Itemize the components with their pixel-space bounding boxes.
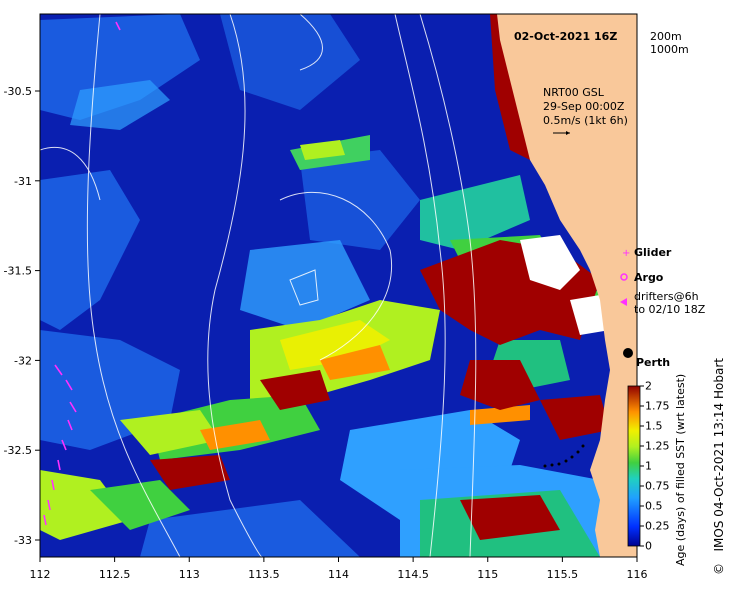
y-tick-label: -31 <box>14 175 32 188</box>
bathymetry-contours <box>39 13 477 558</box>
colorbar-title: Age (days) of filled SST (wrt latest) <box>674 374 687 566</box>
x-tick-label: 115 <box>477 568 498 581</box>
x-tick-label: 112.5 <box>99 568 131 581</box>
drifter-tracks <box>43 21 121 526</box>
y-tick-label: -33 <box>14 534 32 547</box>
drifters-label-2: to 02/10 18Z <box>634 303 706 316</box>
x-axis: 112 112.5 113 113.5 114 114.5 115 115.5 116 <box>30 557 648 581</box>
y-axis: -30.5 -31 -31.5 -32 -32.5 -33 <box>4 85 40 547</box>
colorbar-ticks: 0 0.25 0.5 0.75 1 1.25 1.5 1.75 2 <box>640 380 670 553</box>
colorbar-tick-label: 1 <box>645 460 652 473</box>
vector-product: NRT00 GSL <box>543 86 605 99</box>
credit-label: IMOS 04-Oct-2021 13:14 Hobart <box>712 358 726 552</box>
map-title: 02-Oct-2021 16Z <box>514 30 617 43</box>
vector-date: 29-Sep 00:00Z <box>543 100 625 113</box>
perth-marker <box>623 348 633 358</box>
city-label: Perth <box>636 356 670 369</box>
colorbar-tick-label: 1.5 <box>645 420 663 433</box>
colorbar-tick-label: 2 <box>645 380 652 393</box>
colorbar-tick-label: 0.25 <box>645 520 670 533</box>
colorbar-tick-label: 1.75 <box>645 400 670 413</box>
colorbar-tick-label: 1.25 <box>645 440 670 453</box>
credit-text: © IMOS 04-Oct-2021 13:14 Hobart <box>712 358 726 575</box>
x-tick-label: 115.5 <box>547 568 579 581</box>
contour-label-200m: 200m <box>650 30 682 43</box>
drifters-label-1: drifters@6h <box>634 290 699 303</box>
argo-label: Argo <box>634 271 664 284</box>
colorbar-tick-label: 0 <box>645 540 652 553</box>
colorbar-tick-label: 0.75 <box>645 480 670 493</box>
argo-symbol <box>620 273 628 281</box>
x-tick-label: 114.5 <box>397 568 429 581</box>
glider-track <box>543 444 585 468</box>
glider-label: Glider <box>634 246 672 259</box>
y-tick-label: -32.5 <box>4 444 32 457</box>
y-tick-label: -30.5 <box>4 85 32 98</box>
y-tick-label: -31.5 <box>4 265 32 278</box>
copyright-symbol: © <box>712 563 726 575</box>
y-tick-label: -32 <box>14 354 32 367</box>
x-tick-label: 114 <box>328 568 349 581</box>
contour-label-1000m: 1000m <box>650 43 689 56</box>
x-tick-label: 113 <box>179 568 200 581</box>
colorbar-tick-label: 0.5 <box>645 500 663 513</box>
x-tick-label: 113.5 <box>248 568 280 581</box>
x-tick-label: 112 <box>30 568 51 581</box>
vector-speed: 0.5m/s (1kt 6h) <box>543 114 628 127</box>
age-colorbar <box>627 385 641 547</box>
drifter-symbol <box>620 298 627 306</box>
glider-symbol: + <box>622 248 630 259</box>
x-tick-label: 116 <box>627 568 648 581</box>
land-area <box>497 14 637 557</box>
